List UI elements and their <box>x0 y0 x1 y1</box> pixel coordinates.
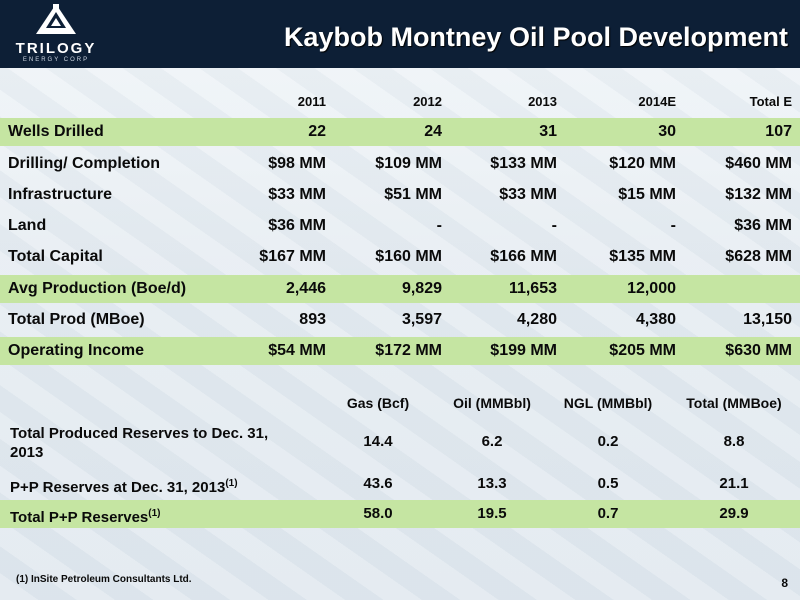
cell-value: 29.9 <box>719 505 749 522</box>
col-header-2014e: 2014E <box>638 94 676 109</box>
cell-value: 19.5 <box>477 505 507 522</box>
cell-value: 58.0 <box>363 505 393 522</box>
cell-value: 24 <box>424 123 442 140</box>
cell-value: $628 MM <box>725 248 792 265</box>
cell-value: $135 MM <box>609 248 676 265</box>
row-label: P+P Reserves at Dec. 31, 2013(1) <box>10 478 238 496</box>
cell-value: 2,446 <box>285 280 326 297</box>
col-header-ngl: NGL (MMBbl) <box>563 395 653 411</box>
row-label: Total Produced Reserves to Dec. 31, 2013 <box>10 425 269 461</box>
table-row-drilling-completion: Drilling/ Completion $98 MM $109 MM $133… <box>0 150 800 178</box>
cell-value: 13,150 <box>743 311 792 328</box>
table-row-avg-production: Avg Production (Boe/d) 2,446 9,829 11,65… <box>0 275 800 303</box>
cell-value: 6.2 <box>481 433 503 450</box>
cell-value: - <box>670 217 676 234</box>
cell-value: $54 MM <box>268 342 326 359</box>
cell-value: $33 MM <box>268 186 326 203</box>
table-row-pp-reserves: P+P Reserves at Dec. 31, 2013(1) 43.6 13… <box>0 470 800 498</box>
cell-value: - <box>436 217 442 234</box>
table-row-total-prod: Total Prod (MBoe) 893 3,597 4,280 4,380 … <box>0 306 800 334</box>
cell-value: 3,597 <box>401 311 442 328</box>
cell-value: $132 MM <box>725 186 792 203</box>
cell-value: 4,380 <box>635 311 676 328</box>
row-label: Total Prod (MBoe) <box>8 311 145 328</box>
col-header-2013: 2013 <box>528 94 557 109</box>
cell-value: $120 MM <box>609 155 676 172</box>
mountain-logo-icon <box>36 4 76 34</box>
cell-value: $36 MM <box>268 217 326 234</box>
cell-value: $98 MM <box>268 155 326 172</box>
table-row-total-pp-reserves: Total P+P Reserves(1) 58.0 19.5 0.7 29.9 <box>0 500 800 528</box>
cell-value: 0.7 <box>597 505 619 522</box>
row-label: Wells Drilled <box>8 123 104 140</box>
table-row-produced-reserves: Total Produced Reserves to Dec. 31, 2013… <box>0 422 800 464</box>
cell-value: $172 MM <box>375 342 442 359</box>
cell-value: $133 MM <box>490 155 557 172</box>
cell-value: - <box>551 217 557 234</box>
cell-value: $109 MM <box>375 155 442 172</box>
table-row-infrastructure: Infrastructure $33 MM $51 MM $33 MM $15 … <box>0 181 800 209</box>
cell-value: $33 MM <box>499 186 557 203</box>
table-row-total-capital: Total Capital $167 MM $160 MM $166 MM $1… <box>0 243 800 271</box>
cell-value: 31 <box>539 123 557 140</box>
cell-value: 9,829 <box>401 280 442 297</box>
col-header-total-mmboe: Total (MMBoe) <box>686 395 782 411</box>
table-row-land: Land $36 MM - - - $36 MM <box>0 212 800 240</box>
row-label: Infrastructure <box>8 186 113 203</box>
col-header-2011: 2011 <box>297 94 326 109</box>
company-logo: TRILOGY ENERGY CORP <box>0 0 112 68</box>
cell-value <box>694 275 792 303</box>
cell-value: $199 MM <box>490 342 557 359</box>
cell-value: 30 <box>658 123 676 140</box>
table-row-operating-income: Operating Income $54 MM $172 MM $199 MM … <box>0 337 800 365</box>
cell-value: $630 MM <box>725 342 792 359</box>
row-label: Operating Income <box>8 342 145 359</box>
row-label: Total Capital <box>8 248 103 265</box>
cell-value: 107 <box>765 123 792 140</box>
logo-subtext: ENERGY CORP <box>22 57 90 63</box>
cell-value: $160 MM <box>375 248 442 265</box>
cell-value: 0.2 <box>597 433 619 450</box>
page-number: 8 <box>781 576 788 590</box>
cell-value: 13.3 <box>477 475 507 492</box>
page-title: Kaybob Montney Oil Pool Development <box>283 22 788 52</box>
footnote: (1) InSite Petroleum Consultants Ltd. <box>16 574 192 585</box>
cell-value: $205 MM <box>609 342 676 359</box>
cell-value: $460 MM <box>725 155 792 172</box>
col-header-gas: Gas (Bcf) <box>346 395 410 411</box>
cell-value: 12,000 <box>627 280 676 297</box>
cell-value: $36 MM <box>734 217 792 234</box>
table-row-wells-drilled: Wells Drilled 22 24 31 30 107 <box>0 118 800 146</box>
footnote-ref: (1) <box>225 478 238 489</box>
cell-value: $166 MM <box>490 248 557 265</box>
col-header-total: Total E <box>749 94 792 109</box>
slide-header: TRILOGY ENERGY CORP Kaybob Montney Oil P… <box>0 0 800 68</box>
row-label: Drilling/ Completion <box>8 155 160 172</box>
cell-value: 4,280 <box>516 311 557 328</box>
cell-value: 22 <box>308 123 326 140</box>
cell-value: 21.1 <box>719 475 749 492</box>
cell-value: $15 MM <box>618 186 676 203</box>
cell-value: 8.8 <box>723 433 745 450</box>
cell-value: 14.4 <box>363 433 393 450</box>
cell-value: $51 MM <box>384 186 442 203</box>
row-label: Total P+P Reserves(1) <box>10 508 161 526</box>
col-header-oil: Oil (MMBbl) <box>453 395 531 411</box>
cell-value: 11,653 <box>508 280 557 297</box>
cell-value: 893 <box>299 311 326 328</box>
row-label: Land <box>8 217 47 234</box>
cell-value: $167 MM <box>259 248 326 265</box>
row-label: Avg Production (Boe/d) <box>8 280 187 297</box>
cell-value: 0.5 <box>597 475 619 492</box>
col-header-2012: 2012 <box>413 94 442 109</box>
logo-text: TRILOGY <box>15 40 97 57</box>
footnote-ref: (1) <box>148 508 161 519</box>
cell-value: 43.6 <box>363 475 393 492</box>
